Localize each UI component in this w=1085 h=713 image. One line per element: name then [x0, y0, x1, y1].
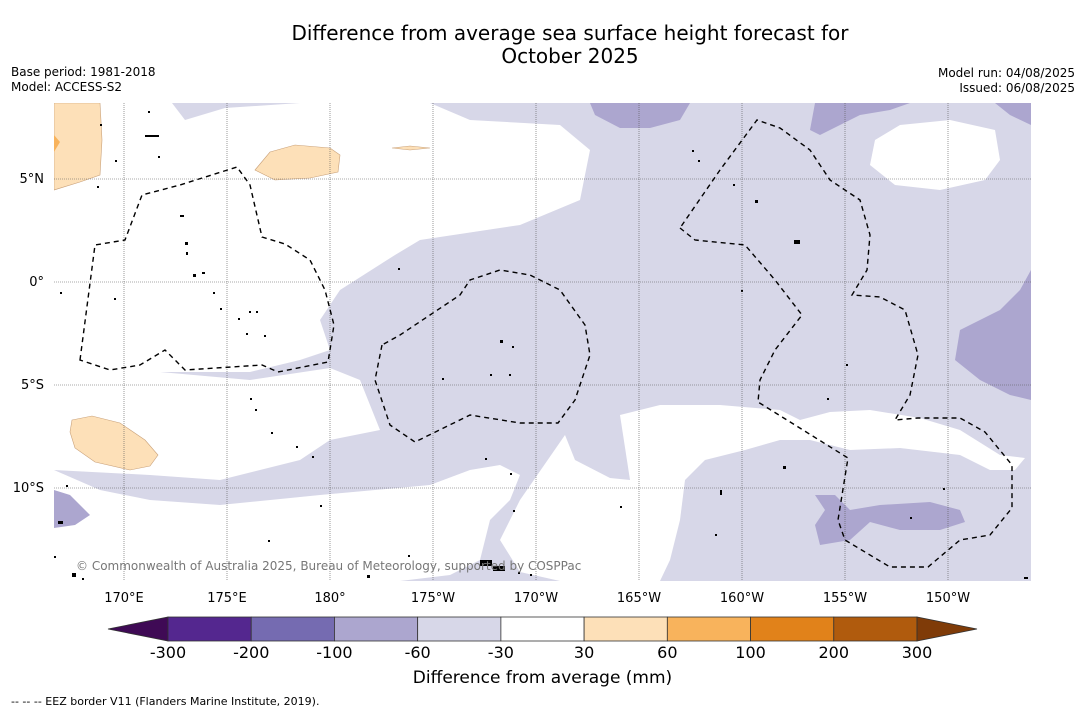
map-title: Difference from average sea surface heig… — [0, 22, 1085, 68]
colorbar-tick-label: -100 — [316, 643, 353, 662]
latitude-labels: 5°N 0° 5°S 10°S — [13, 172, 44, 496]
issued-date: Issued: 06/08/2025 — [959, 81, 1075, 95]
colorbar-under-arrow — [107, 616, 169, 642]
colorbar-segment — [417, 616, 502, 642]
map-area — [54, 103, 1031, 581]
longitude-labels: 170°E 175°E 180° 175°W 170°W 165°W 160°W 155°W 1… — [104, 591, 970, 606]
base-period: Base period: 1981-2018 — [11, 65, 156, 79]
longitude-label: 150°W — [926, 591, 970, 606]
title-line-2: October 2025 — [501, 44, 639, 68]
colorbar-segment — [666, 616, 751, 642]
colorbar-over-arrow — [916, 616, 978, 642]
longitude-label: 160°W — [720, 591, 764, 606]
colorbar-tick-label: 100 — [735, 643, 766, 662]
longitude-label: 175°E — [207, 591, 247, 606]
colorbar-tick-label: 200 — [818, 643, 850, 662]
colorbar-tick-label: -30 — [487, 643, 514, 662]
copyright-notice: © Commonwealth of Australia 2025, Bureau… — [76, 559, 581, 573]
colorbar-tick-label: -300 — [149, 643, 187, 662]
graticule — [54, 103, 1031, 581]
colorbar-segment — [750, 616, 835, 642]
model-run: Model run: 04/08/2025 — [937, 66, 1075, 80]
eez-footnote: -- -- -- EEZ border V11 (Flanders Marine… — [11, 695, 320, 708]
longitude-label: 180° — [314, 591, 345, 606]
model-name: Model: ACCESS-S2 — [11, 80, 123, 94]
longitude-label: 170°E — [104, 591, 144, 606]
longitude-label: 165°W — [617, 591, 661, 606]
latitude-label: 10°S — [13, 481, 44, 496]
colorbar-tick-label: 300 — [901, 643, 933, 662]
strong-negative-regions — [54, 103, 1031, 545]
colorbar-segment — [334, 616, 419, 642]
title-line-1: Difference from average sea surface heig… — [291, 21, 849, 45]
colorbar-tick-label: -200 — [233, 643, 270, 662]
latitude-label: 0° — [29, 275, 44, 290]
longitude-label: 170°W — [514, 591, 558, 606]
colorbar-segment — [167, 616, 252, 642]
meta-left: Base period: 1981-2018 Model: ACCESS-S2 — [11, 65, 156, 95]
positive-anomaly-spot — [54, 135, 60, 152]
colorbar-segment — [500, 616, 585, 642]
positive-anomaly-regions — [54, 103, 431, 471]
colorbar-tick-label: -60 — [404, 643, 431, 662]
latitude-label: 5°S — [21, 378, 44, 393]
longitude-label: 155°W — [823, 591, 867, 606]
colorbar-segment — [250, 616, 335, 642]
latitude-label: 5°N — [20, 172, 45, 187]
islands — [54, 111, 1028, 580]
colorbar-segment — [833, 616, 918, 642]
colorbar-title: Difference from average (mm) — [412, 668, 673, 688]
colorbar-tick-label: 60 — [657, 643, 678, 662]
colorbar-segment — [583, 616, 668, 642]
near-average-regions — [54, 103, 1025, 581]
longitude-label: 175°W — [411, 591, 455, 606]
meta-right: Model run: 04/08/2025 Issued: 06/08/2025 — [938, 66, 1075, 96]
colorbar — [107, 616, 978, 642]
eez-borders — [79, 119, 1013, 568]
colorbar-tick-label: 30 — [573, 643, 595, 662]
